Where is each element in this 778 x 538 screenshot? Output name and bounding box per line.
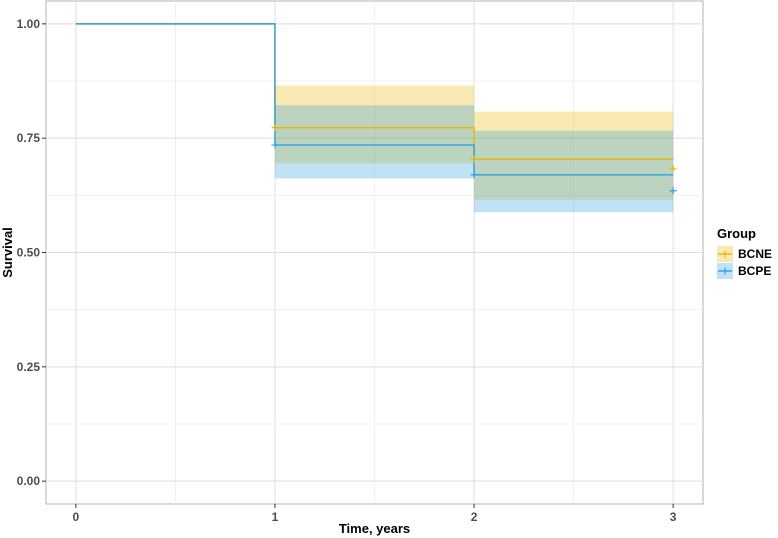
censor-mark-bcpe	[470, 171, 478, 179]
y-axis-ticks: 0.00 0.25 0.50 0.75 1.00	[17, 17, 46, 488]
censor-marks	[271, 124, 677, 195]
legend-label-bcpe: BCPE	[738, 264, 771, 278]
x-tick-label: 2	[471, 510, 478, 524]
censor-mark-bcne	[669, 165, 677, 173]
censor-mark-bcpe	[669, 187, 677, 195]
survival-curves	[75, 23, 674, 176]
censor-mark-bcne	[470, 155, 478, 163]
x-tick-label: 1	[272, 510, 279, 524]
confidence-bands	[274, 85, 674, 213]
y-tick-label: 0.75	[17, 131, 41, 145]
y-tick-label: 0.00	[17, 474, 41, 488]
y-axis-title: Survival	[0, 227, 15, 278]
legend-label-bcne: BCNE	[738, 247, 772, 261]
x-axis-ticks: 0 1 2 3	[73, 504, 677, 524]
legend: Group BCNE BCPE	[717, 226, 772, 279]
censor-mark-bcne	[271, 124, 279, 132]
ci-band-bcne	[274, 85, 475, 164]
x-tick-label: 0	[73, 510, 80, 524]
survival-line-bcpe	[75, 23, 674, 176]
x-tick-label: 3	[670, 510, 677, 524]
x-axis-title: Time, years	[339, 521, 410, 536]
y-tick-label: 0.25	[17, 360, 41, 374]
grid-lines	[46, 1, 703, 504]
censor-mark-bcpe	[271, 141, 279, 149]
ci-band-bcne	[474, 111, 674, 200]
y-tick-label: 1.00	[17, 17, 41, 31]
legend-title: Group	[717, 226, 756, 241]
ci-band-bcpe	[274, 105, 475, 179]
y-tick-label: 0.50	[17, 246, 41, 260]
ci-band-bcpe	[474, 130, 674, 213]
